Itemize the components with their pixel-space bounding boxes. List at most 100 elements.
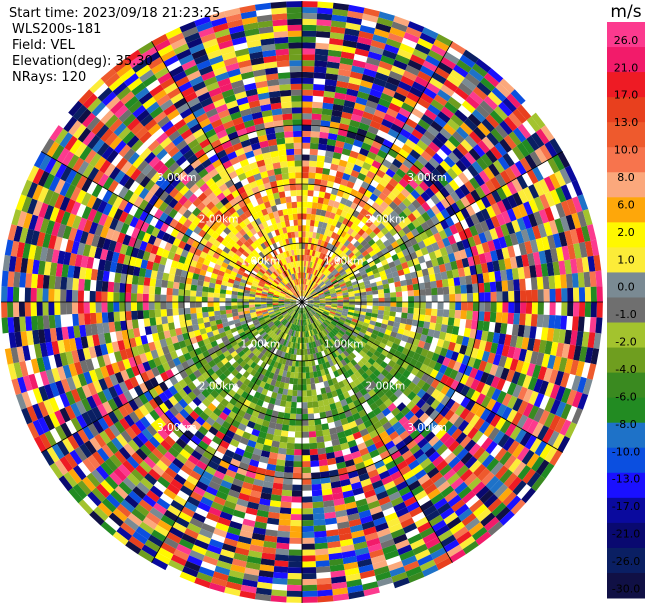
velocity-gate (500, 269, 508, 281)
velocity-gate (31, 273, 38, 289)
velocity-gate (270, 595, 287, 603)
velocity-gate (284, 303, 291, 306)
velocity-gate (331, 300, 338, 302)
velocity-gate (337, 393, 346, 402)
velocity-gate (88, 369, 99, 383)
velocity-gate (331, 486, 343, 495)
velocity-gate (584, 240, 594, 257)
velocity-gate (256, 253, 263, 261)
velocity-gate (298, 366, 302, 373)
velocity-gate (221, 543, 237, 553)
velocity-gate (253, 341, 261, 348)
velocity-gate (363, 203, 372, 212)
velocity-gate (406, 259, 415, 268)
velocity-gate (517, 386, 528, 401)
velocity-gate (36, 231, 46, 247)
velocity-gate (309, 371, 314, 379)
velocity-gate (312, 365, 317, 372)
velocity-gate (244, 567, 260, 576)
velocity-gate (348, 326, 355, 332)
velocity-gate (375, 22, 392, 33)
velocity-gate (202, 258, 211, 267)
velocity-gate (304, 249, 308, 256)
velocity-gate (268, 452, 278, 460)
velocity-gate (276, 362, 282, 370)
velocity-gate (334, 240, 341, 248)
velocity-gate (302, 107, 313, 114)
velocity-gate (279, 331, 285, 338)
velocity-gate (32, 403, 44, 420)
velocity-gate (351, 318, 359, 324)
velocity-gate (302, 160, 310, 167)
velocity-gate (321, 253, 327, 260)
velocity-gate (284, 327, 289, 334)
velocity-gate (350, 321, 358, 326)
velocity-gate (103, 332, 112, 344)
velocity-gate (212, 251, 221, 260)
velocity-gate (232, 253, 240, 261)
velocity-gate (294, 366, 299, 373)
velocity-gate (361, 250, 369, 257)
velocity-gate (201, 421, 212, 431)
velocity-gate (192, 465, 205, 476)
velocity-gate (404, 324, 412, 331)
velocity-gate (326, 61, 340, 69)
velocity-gate (511, 178, 523, 193)
velocity-gate (309, 310, 315, 316)
velocity-gate (364, 189, 373, 199)
velocity-gate (432, 455, 445, 468)
velocity-gate (77, 160, 90, 176)
velocity-gate (208, 335, 216, 343)
velocity-gate (274, 471, 285, 478)
velocity-gate (210, 272, 218, 280)
velocity-gate (323, 278, 330, 284)
velocity-gate (460, 452, 473, 465)
velocity-gate (424, 187, 435, 198)
velocity-gate (302, 525, 314, 533)
velocity-gate (389, 210, 399, 220)
velocity-gate (410, 271, 418, 279)
velocity-gate (105, 493, 121, 509)
velocity-gate (322, 329, 328, 336)
velocity-gate (279, 307, 286, 311)
velocity-gate (311, 125, 321, 132)
velocity-gate (115, 330, 124, 342)
velocity-gate (256, 467, 267, 476)
velocity-gate (215, 319, 223, 325)
velocity-gate (445, 377, 455, 388)
velocity-gate (389, 566, 406, 577)
velocity-gate (331, 358, 338, 366)
velocity-gate (491, 388, 502, 402)
velocity-gate (299, 319, 302, 326)
velocity-gate (491, 87, 507, 102)
velocity-gate (329, 212, 336, 220)
velocity-gate (327, 540, 341, 549)
velocity-gate (42, 288, 49, 302)
velocity-gate (267, 308, 274, 312)
velocity-gate (284, 304, 291, 307)
velocity-gate (475, 485, 490, 500)
velocity-gate (495, 82, 511, 98)
velocity-gate (332, 318, 339, 323)
velocity-gate (48, 288, 55, 302)
velocity-gate (441, 316, 449, 326)
velocity-gate (387, 402, 397, 412)
velocity-gate (336, 293, 343, 297)
velocity-gate (258, 260, 265, 267)
velocity-gate (454, 481, 468, 495)
velocity-gate (368, 336, 376, 344)
velocity-gate (243, 240, 251, 248)
velocity-gate (331, 245, 338, 253)
velocity-gate (342, 39, 358, 49)
velocity-gate (457, 172, 470, 185)
velocity-gate (182, 566, 199, 578)
velocity-gate (84, 279, 91, 291)
velocity-gate (142, 361, 152, 372)
velocity-gate (411, 199, 422, 210)
velocity-gate (341, 273, 348, 279)
velocity-gate (126, 319, 133, 330)
velocity-gate (217, 516, 231, 527)
velocity-gate (260, 425, 269, 434)
velocity-gate (368, 260, 376, 268)
velocity-gate (135, 526, 151, 540)
